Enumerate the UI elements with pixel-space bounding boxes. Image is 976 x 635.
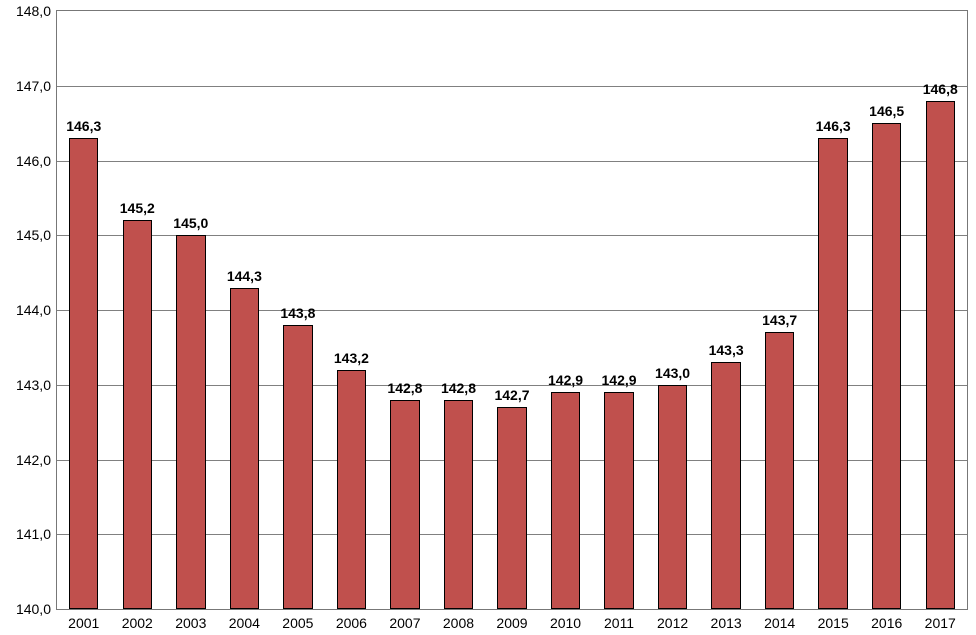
y-tick-label: 148,0 (16, 3, 57, 19)
bar (69, 138, 98, 609)
bar (926, 101, 955, 609)
bar-value-label: 142,8 (387, 380, 422, 396)
bar-value-label: 143,2 (334, 350, 369, 366)
bar-value-label: 142,8 (441, 380, 476, 396)
bar (444, 400, 473, 609)
bar (604, 392, 633, 609)
y-tick-label: 145,0 (16, 227, 57, 243)
bar-value-label: 143,0 (655, 365, 690, 381)
bar-value-label: 146,8 (923, 81, 958, 97)
x-tick-label: 2002 (122, 609, 153, 631)
x-tick-label: 2013 (711, 609, 742, 631)
y-tick-label: 147,0 (16, 78, 57, 94)
bar-value-label: 146,5 (869, 103, 904, 119)
bar-value-label: 144,3 (227, 268, 262, 284)
plot-area: 140,0141,0142,0143,0144,0145,0146,0147,0… (56, 10, 968, 610)
x-tick-label: 2015 (818, 609, 849, 631)
bar-value-label: 143,7 (762, 312, 797, 328)
bar-chart: 140,0 141,0 142,0 143,0 144,0 145,0 146,0 147,0… (0, 0, 976, 635)
bar-value-label: 142,9 (548, 372, 583, 388)
bar-value-label: 145,0 (173, 215, 208, 231)
bar (176, 235, 205, 609)
y-tick-label: 141,0 (16, 526, 57, 542)
x-tick-label: 2012 (657, 609, 688, 631)
bar-value-label: 143,3 (709, 342, 744, 358)
bar (497, 407, 526, 609)
x-tick-label: 2001 (68, 609, 99, 631)
bar (283, 325, 312, 609)
bar (818, 138, 847, 609)
x-tick-label: 2010 (550, 609, 581, 631)
x-tick-label: 2014 (764, 609, 795, 631)
x-tick-label: 2006 (336, 609, 367, 631)
x-tick-label: 2003 (175, 609, 206, 631)
bar (658, 385, 687, 609)
x-tick-label: 2005 (282, 609, 313, 631)
y-tick-label: 144,0 (16, 302, 57, 318)
bar (711, 362, 740, 609)
x-tick-label: 2009 (496, 609, 527, 631)
x-tick-label: 2008 (443, 609, 474, 631)
x-tick-label: 2007 (389, 609, 420, 631)
bar (123, 220, 152, 609)
x-tick-label: 2017 (925, 609, 956, 631)
bar-value-label: 145,2 (120, 200, 155, 216)
y-tick-label: 142,0 (16, 452, 57, 468)
bar (765, 332, 794, 609)
bar-value-label: 146,3 (816, 118, 851, 134)
bar (337, 370, 366, 609)
bar (230, 288, 259, 609)
grid-line (57, 86, 967, 87)
y-tick-label: 140,0 (16, 601, 57, 617)
bar-value-label: 142,9 (602, 372, 637, 388)
x-tick-label: 2016 (871, 609, 902, 631)
x-tick-label: 2004 (229, 609, 260, 631)
bar (551, 392, 580, 609)
x-tick-label: 2011 (604, 609, 634, 631)
bar-value-label: 143,8 (280, 305, 315, 321)
y-tick-label: 143,0 (16, 377, 57, 393)
bar (872, 123, 901, 609)
y-tick-label: 146,0 (16, 153, 57, 169)
bar-value-label: 142,7 (494, 387, 529, 403)
bar (390, 400, 419, 609)
bar-value-label: 146,3 (66, 118, 101, 134)
